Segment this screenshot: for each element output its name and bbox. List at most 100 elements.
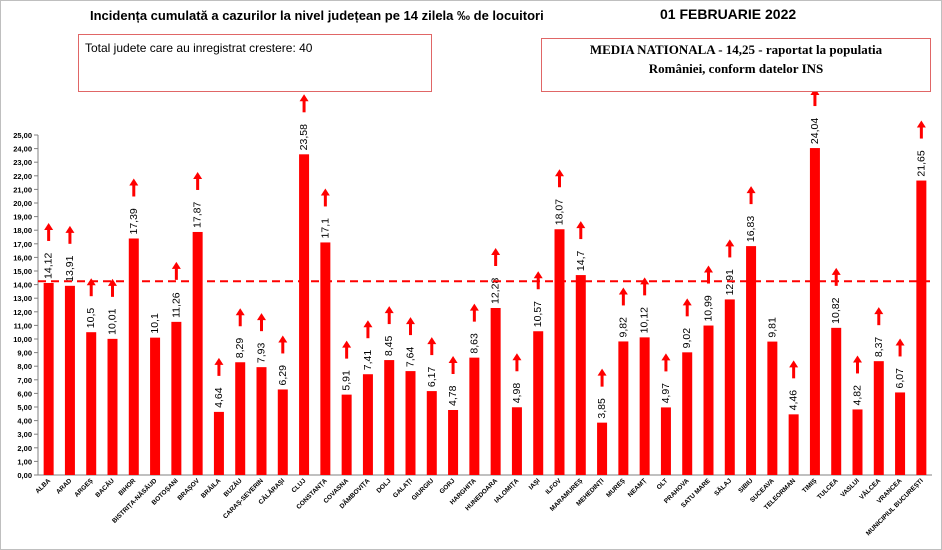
trend-arrow-head xyxy=(597,368,607,376)
data-label: 14,7 xyxy=(575,250,587,271)
trend-arrow-head xyxy=(427,337,437,345)
bar xyxy=(192,231,203,475)
category-label: GIURGIU xyxy=(411,477,436,502)
bar xyxy=(682,352,693,475)
bar xyxy=(724,299,735,475)
category-label: BIHOR xyxy=(117,477,137,497)
trend-arrow-head xyxy=(533,271,543,279)
bar xyxy=(213,411,224,475)
bar xyxy=(128,238,139,475)
category-label: ILFOV xyxy=(544,477,563,496)
bar xyxy=(469,357,480,475)
category-label: BUZĂU xyxy=(221,476,244,499)
data-label: 4,97 xyxy=(660,383,672,404)
bar xyxy=(511,407,522,475)
bar xyxy=(660,407,671,475)
data-label: 4,64 xyxy=(213,387,225,408)
data-label: 9,02 xyxy=(681,328,693,349)
bar xyxy=(341,394,352,475)
bar xyxy=(150,337,161,475)
trend-arrow-head xyxy=(576,221,586,229)
data-label: 13,91 xyxy=(64,255,76,281)
trend-arrow-head xyxy=(661,353,671,361)
data-label: 7,64 xyxy=(405,346,417,367)
trend-arrow-head xyxy=(171,261,181,269)
trend-arrow-head xyxy=(384,306,394,314)
trend-arrow-head xyxy=(363,320,373,328)
trend-arrow-head xyxy=(789,360,799,368)
y-tick-label: 4,00 xyxy=(17,417,32,426)
category-label: BRAȘOV xyxy=(176,477,201,502)
data-label: 12,28 xyxy=(490,278,502,304)
y-tick-label: 20,00 xyxy=(13,199,32,208)
data-label: 14,12 xyxy=(43,253,55,279)
data-label: 17,1 xyxy=(319,218,331,239)
y-tick-label: 12,00 xyxy=(13,308,32,317)
data-label: 9,81 xyxy=(766,317,778,338)
bar xyxy=(256,367,267,475)
data-label: 23,58 xyxy=(298,124,310,150)
data-label: 6,17 xyxy=(426,366,438,387)
y-tick-label: 23,00 xyxy=(13,158,32,167)
data-label: 5,91 xyxy=(341,370,353,391)
trend-arrow-head xyxy=(725,239,735,247)
y-tick-label: 6,00 xyxy=(17,389,32,398)
y-tick-label: 14,00 xyxy=(13,281,32,290)
trend-arrow-head xyxy=(895,338,905,346)
data-label: 10,12 xyxy=(639,307,651,333)
y-tick-label: 24,00 xyxy=(13,145,32,154)
increase-count-box: Total judete care au inregistrat crester… xyxy=(78,34,432,92)
data-label: 11,26 xyxy=(170,292,182,318)
trend-arrow-head xyxy=(916,120,926,128)
data-label: 9,82 xyxy=(617,317,629,338)
trend-arrow-head xyxy=(65,225,75,233)
category-label: ALBA xyxy=(34,477,52,495)
data-label: 8,45 xyxy=(383,335,395,356)
trend-arrow-head xyxy=(746,186,756,194)
category-label: GORJ xyxy=(439,477,457,495)
category-label: NEAMȚ xyxy=(627,477,648,498)
trend-arrow-head xyxy=(214,357,224,365)
data-label: 7,41 xyxy=(362,350,374,371)
trend-arrow-head xyxy=(278,335,288,343)
trend-arrow-head xyxy=(682,298,692,306)
trend-arrow-head xyxy=(129,178,139,186)
bar xyxy=(809,148,820,475)
y-tick-label: 22,00 xyxy=(13,172,32,181)
y-tick-label: 17,00 xyxy=(13,240,32,249)
data-label: 6,29 xyxy=(277,365,289,386)
category-label: IAȘI xyxy=(528,477,542,491)
data-label: 10,1 xyxy=(149,313,161,334)
trend-arrow-head xyxy=(108,278,117,286)
bar xyxy=(767,341,778,475)
bar xyxy=(320,242,331,475)
data-label: 18,07 xyxy=(554,199,566,225)
trend-arrow-head xyxy=(235,308,245,316)
data-label: 8,63 xyxy=(468,333,480,354)
chart-title: Incidența cumulată a cazurilor la nivel … xyxy=(90,8,544,23)
category-label: SIBIU xyxy=(737,477,754,494)
trend-arrow-head xyxy=(874,307,884,315)
bar xyxy=(171,321,182,475)
y-tick-label: 19,00 xyxy=(13,213,32,222)
y-tick-label: 25,00 xyxy=(13,131,32,140)
bar xyxy=(107,338,118,475)
trend-arrow-head xyxy=(853,355,862,363)
category-label: TIMIȘ xyxy=(801,477,819,495)
data-label: 3,85 xyxy=(596,398,608,419)
data-label: 4,82 xyxy=(852,385,864,406)
national-average-box: MEDIA NATIONALA - 14,25 - raportat la po… xyxy=(541,38,931,92)
data-label: 10,5 xyxy=(85,308,97,329)
data-label: 16,83 xyxy=(745,216,757,242)
bar xyxy=(746,246,757,475)
y-tick-label: 18,00 xyxy=(13,226,32,235)
y-tick-label: 21,00 xyxy=(13,185,32,194)
category-label: DOLJ xyxy=(375,477,392,494)
category-label: OLT xyxy=(656,477,670,491)
bar xyxy=(597,422,608,475)
data-label: 10,57 xyxy=(532,301,544,327)
category-label: ARAD xyxy=(55,477,73,495)
data-label: 24,04 xyxy=(809,118,821,144)
bar xyxy=(575,275,586,475)
